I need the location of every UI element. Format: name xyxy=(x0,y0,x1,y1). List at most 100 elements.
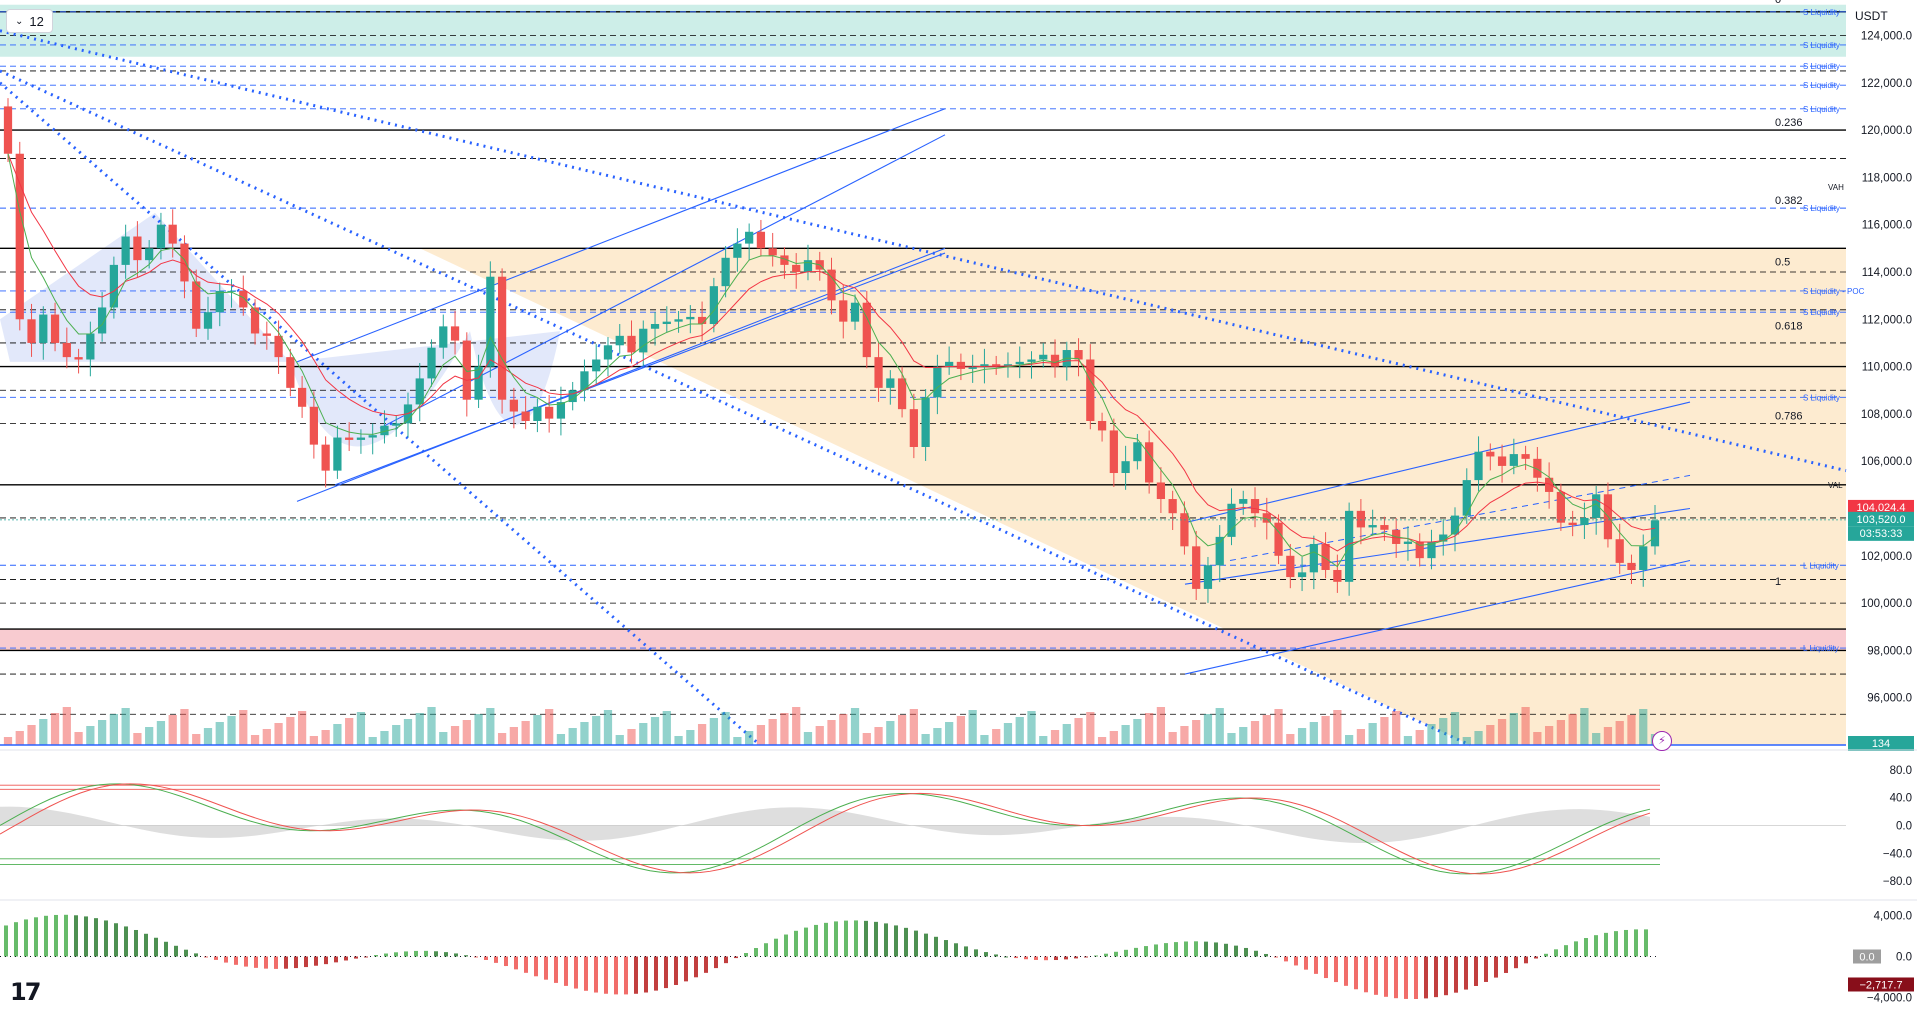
momentum-bar xyxy=(914,930,918,957)
candle-body xyxy=(1168,499,1177,514)
candle-body xyxy=(415,378,424,405)
candle-body xyxy=(1439,534,1448,542)
candle-body xyxy=(1462,480,1471,516)
momentum-bar xyxy=(644,956,648,993)
price-tick: 116,000.0 xyxy=(1862,220,1912,232)
candle-body xyxy=(345,437,354,440)
price-tick: 118,000.0 xyxy=(1862,172,1912,184)
volume-bar xyxy=(403,719,413,745)
volume-bar xyxy=(1192,720,1201,745)
volume-bar xyxy=(1133,719,1142,745)
volume-bar xyxy=(1027,711,1036,745)
momentum-bar xyxy=(984,952,988,957)
volume-bar xyxy=(580,722,589,745)
momentum-bar xyxy=(1124,949,1128,957)
momentum-bar xyxy=(554,956,558,983)
candle-body xyxy=(1333,569,1342,582)
currency-unit[interactable]: USDT xyxy=(1855,9,1888,23)
momentum-bar xyxy=(894,925,898,957)
candle-body xyxy=(462,340,471,400)
liquidity-label: S Liquidity xyxy=(1803,204,1840,213)
candle-body xyxy=(921,397,930,447)
momentum-bar xyxy=(1314,956,1318,974)
candle-body xyxy=(1533,458,1542,478)
volume-bar xyxy=(156,721,166,745)
volume-bar xyxy=(1086,712,1095,745)
price-tick: 112,000.0 xyxy=(1862,314,1912,326)
tradingview-logo[interactable]: 17 xyxy=(10,978,41,1006)
volume-bar xyxy=(933,728,942,745)
price-tick: 102,000.0 xyxy=(1861,551,1912,563)
momentum-bar xyxy=(1234,945,1238,957)
candle-body xyxy=(580,371,589,391)
indicator-collapse-toggle[interactable]: ⌄ 12 xyxy=(6,9,53,33)
candle-body xyxy=(603,345,613,360)
candle-body xyxy=(980,364,989,367)
lightning-icon[interactable]: ⚡ xyxy=(1652,731,1672,751)
price-tick: 120,000.0 xyxy=(1861,125,1912,137)
momentum-bar xyxy=(394,952,398,957)
volume-bar xyxy=(450,726,460,745)
momentum-bar xyxy=(144,933,148,957)
candle-body xyxy=(1486,451,1495,457)
volume-bar xyxy=(556,734,566,745)
volume-bar xyxy=(427,707,436,745)
candle-body xyxy=(227,290,236,292)
momentum-bar xyxy=(214,956,218,960)
momentum-bar xyxy=(604,956,608,994)
candle-body xyxy=(1215,536,1224,566)
volume-bar xyxy=(897,715,907,745)
volume-bar xyxy=(1533,732,1542,745)
candle-body xyxy=(86,333,95,360)
price-tick: 110,000.0 xyxy=(1862,362,1912,374)
volume-bar xyxy=(674,736,683,745)
volume-bar xyxy=(15,731,24,745)
volume-bar xyxy=(862,733,871,745)
candle-body xyxy=(721,257,730,287)
momentum-bar xyxy=(884,923,888,957)
momentum-bar xyxy=(1174,942,1178,957)
momentum-bar xyxy=(1024,956,1028,960)
candle-body xyxy=(874,357,883,388)
candle-body xyxy=(486,276,495,367)
candle-body xyxy=(1380,525,1389,530)
candle-body xyxy=(74,357,83,360)
momentum-bar xyxy=(924,933,928,957)
volume-bar xyxy=(121,708,130,745)
candle-body xyxy=(733,243,742,258)
candle-body xyxy=(933,366,942,398)
momentum-bar xyxy=(154,937,158,957)
candle-body xyxy=(1074,350,1083,360)
candle-body xyxy=(1415,541,1424,559)
momentum-bar xyxy=(184,949,188,957)
liquidity-label: S Liquidity xyxy=(1803,81,1840,90)
momentum-bar xyxy=(1154,944,1158,957)
momentum-bar xyxy=(114,923,118,957)
candle-body xyxy=(827,269,836,301)
momentum-bar xyxy=(1474,956,1478,986)
volume-bar xyxy=(803,732,813,745)
price-tick: 98,000.0 xyxy=(1867,645,1912,657)
candle-body xyxy=(427,347,436,379)
momentum-bar xyxy=(314,956,318,966)
fib-label: 0.618 xyxy=(1775,320,1803,332)
volume-bar xyxy=(850,708,860,745)
momentum-bar xyxy=(1014,956,1018,959)
volume-bar xyxy=(533,715,542,745)
candle-body xyxy=(380,425,389,436)
momentum-bar xyxy=(524,956,528,973)
candle-body xyxy=(1086,359,1095,421)
momentum-bar xyxy=(1434,956,1438,998)
candle-body xyxy=(1556,491,1566,523)
momentum-bar xyxy=(1524,956,1528,964)
candle-body xyxy=(309,406,318,445)
countdown-tag: 03:53:33 xyxy=(1860,528,1903,540)
candle-body xyxy=(97,307,107,334)
candle-body xyxy=(1509,454,1518,466)
momentum-bar xyxy=(94,918,98,957)
momentum-bar xyxy=(194,953,198,957)
supply-zone-top xyxy=(0,4,1846,57)
momentum-bar xyxy=(1294,956,1298,966)
